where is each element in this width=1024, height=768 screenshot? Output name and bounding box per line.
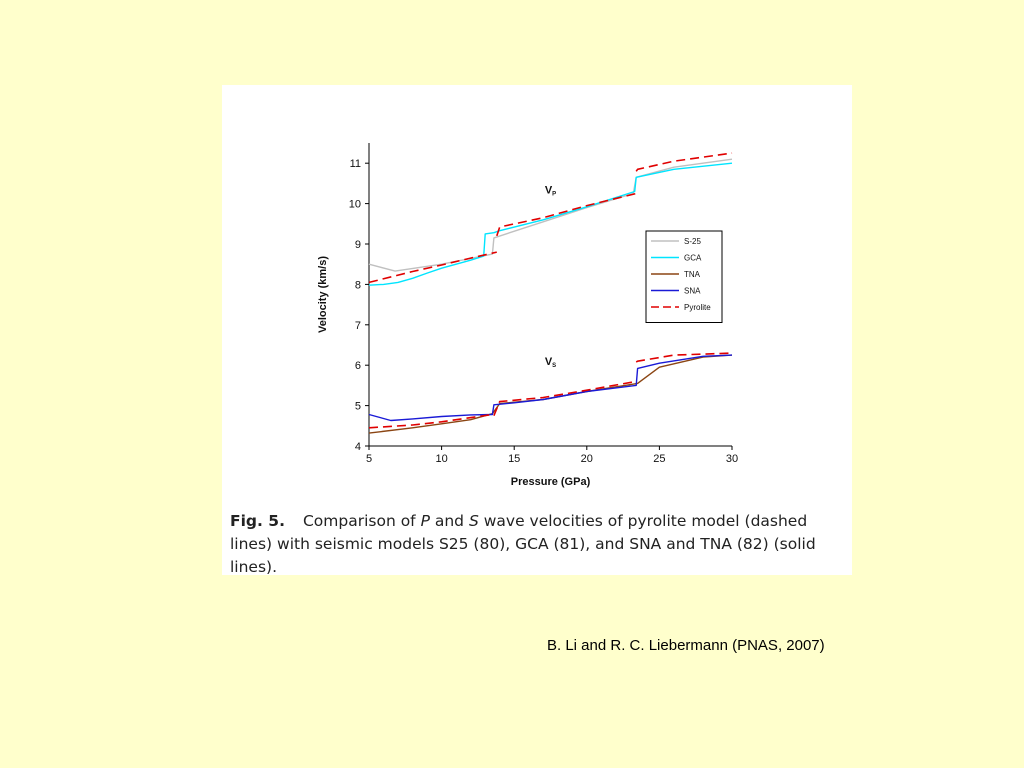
series-gca [368,162,733,286]
citation-credit: B. Li and R. C. Liebermann (PNAS, 2007) [547,637,825,654]
series-line-pyrolite [635,352,733,363]
caption-s: S [468,512,479,530]
series-line-pyrolite [368,413,493,429]
y-tick-label: 8 [355,279,361,291]
caption-text-2: and [429,512,469,530]
series-line-pyrolite [496,192,637,237]
series-line-sna [368,354,733,422]
series-pyrolite [368,152,733,429]
chart-annotations: VP VS [545,185,556,370]
legend-label-pyrolite: Pyrolite [684,303,711,312]
legend-box [645,230,723,323]
y-axis-title: Velocity (km/s) [317,256,329,333]
x-tick-label: 30 [726,453,738,465]
y-tick-label: 9 [355,239,361,251]
x-axis-title: Pressure (GPa) [511,476,591,488]
y-tick-label: 4 [355,441,361,453]
caption-text-1: Comparison of [302,512,421,530]
series-line-gca [368,162,733,286]
legend-label-sna: SNA [684,287,701,296]
annotation-vs: VS [545,356,556,369]
x-tick-label: 15 [508,453,520,465]
legend-label-tna: TNA [684,270,701,279]
y-tick-label: 6 [355,360,361,372]
series-line-pyrolite [368,251,497,284]
y-tick-label: 7 [355,320,361,332]
y-tick-label: 11 [350,158,361,170]
x-tick-label: 25 [653,453,665,465]
x-tick-label: 20 [581,453,593,465]
y-tick-label: 10 [349,199,361,211]
series-line-pyrolite [493,380,637,417]
caption-p: P [420,512,430,530]
caption-text-3: wave velocities of pyrolite model (dashe… [230,512,816,576]
annotation-vp: VP [545,185,556,198]
y-tick-label: 5 [355,401,361,413]
chart-legend: S-25 GCA TNA SNA Pyrolite [645,230,723,323]
chart-series-layer [368,152,733,434]
figure-caption: Fig. 5. Comparison of P and S wave veloci… [230,510,840,579]
legend-label-s-25: S-25 [684,237,701,246]
series-line-pyrolite [635,152,733,172]
caption-label: Fig. 5. [230,512,285,530]
figure-panel: 5 10 15 20 25 30 4 5 6 7 8 9 10 11 Pressure (GPa) Veloc… [222,85,852,576]
series-sna [368,354,733,422]
x-tick-label: 10 [435,453,447,465]
x-tick-label: 5 [366,453,372,465]
legend-label-gca: GCA [684,254,702,263]
